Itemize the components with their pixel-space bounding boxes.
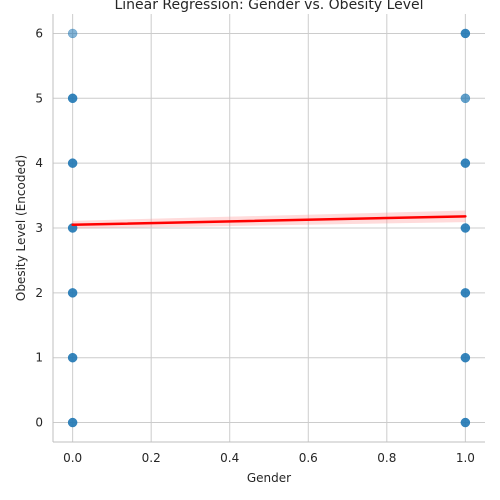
data-point [67,288,78,298]
y-tick-label: 3 [35,221,43,235]
regression-line-layer [71,215,467,227]
chart-title: Linear Regression: Gender vs. Obesity Le… [114,0,423,13]
tick-label-layer: 0.0 0.2 0.4 0.6 0.8 1.0 0 1 2 3 4 5 6 [35,26,475,465]
data-point [67,93,78,104]
data-point [460,288,471,298]
data-point [460,352,471,363]
data-point [67,28,78,39]
x-tick-label: 0.2 [142,451,161,465]
x-tick-label: 0.6 [299,451,318,465]
y-tick-label: 0 [35,416,43,430]
grid-layer [53,14,485,442]
y-tick-label: 2 [35,286,43,300]
data-point [460,93,471,104]
data-point [460,28,471,39]
point-layer [67,28,471,428]
data-point [460,223,471,233]
data-point [460,158,471,168]
x-tick-label: 0.0 [63,451,82,465]
y-tick-label: 6 [35,26,43,40]
y-tick-label: 5 [35,91,43,105]
x-axis-label: Gender [247,471,291,485]
data-point [67,417,78,428]
y-axis-label: Obesity Level (Encoded) [14,155,28,301]
y-tick-label: 4 [35,156,43,170]
y-tick-label: 1 [35,351,43,365]
regression-line [71,215,467,227]
data-point [67,352,78,363]
data-point [67,158,78,168]
data-point [460,417,471,428]
x-tick-label: 1.0 [456,451,475,465]
axis-layer [52,14,485,443]
x-tick-label: 0.8 [377,451,396,465]
x-tick-label: 0.4 [220,451,239,465]
